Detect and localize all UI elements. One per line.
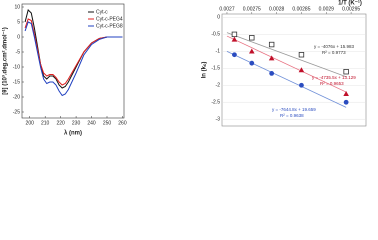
y-tick-label: -0.5 <box>211 32 220 38</box>
x-axis-label: λ (nm) <box>64 131 82 137</box>
background <box>0 0 378 140</box>
point <box>298 52 305 58</box>
point <box>231 31 238 38</box>
point <box>298 67 305 73</box>
x-tick-label: 220 <box>56 120 65 126</box>
y-tick-label: 0 <box>217 15 220 21</box>
y-tick-label: -1.5 <box>211 66 220 72</box>
y-tick-label: 0 <box>17 34 20 40</box>
x-tick-label: 250 <box>103 120 112 126</box>
x-tick-label: 0.00275 <box>243 6 261 12</box>
y-tick-label: -2.5 <box>211 100 220 106</box>
trend-line <box>226 32 347 78</box>
y-tick-label: 10 <box>14 4 20 10</box>
y-tick-label: -5 <box>16 49 21 55</box>
trend-line <box>226 50 347 108</box>
point <box>268 41 275 48</box>
x-tick-label: 230 <box>72 120 81 126</box>
y-axis-label: [θ] (10³.deg.cm².dmol⁻¹) <box>2 27 9 94</box>
y-axis-label: ln (kₒ) <box>202 62 208 79</box>
x-tick-label: 0.00295 <box>342 6 360 12</box>
point <box>343 90 349 96</box>
fit-r2: R² = 0.9653 <box>320 81 344 86</box>
x-tick-label: 200 <box>26 120 35 126</box>
y-tick-label: -2 <box>216 83 221 89</box>
y-tick-label: -15 <box>13 79 20 85</box>
x-tick-label: 210 <box>41 120 50 126</box>
y-tick-label: -20 <box>13 94 20 100</box>
x-tick-label: 240 <box>87 120 96 126</box>
cd-curve <box>24 21 123 97</box>
x-tick-label: 0.0027 <box>219 6 235 12</box>
legend-label: Cyt-c <box>96 9 108 15</box>
plot-frame <box>21 3 125 119</box>
point <box>269 70 275 76</box>
point <box>268 55 275 61</box>
legend-label: Cyt-c-PEG8 <box>96 23 123 29</box>
x-tick-label: 0.0028 <box>269 6 285 12</box>
fit-r2: R² = 0.9773 <box>322 50 346 55</box>
cd-curve <box>24 18 123 86</box>
point <box>249 35 255 41</box>
x-axis-label: 1/T (K⁻¹) <box>338 0 362 7</box>
point <box>249 60 255 66</box>
fit-equation: y = -4076x + 15.983 <box>314 44 355 49</box>
y-tick-label: -10 <box>13 64 20 70</box>
x-tick-label: 0.00285 <box>292 6 310 12</box>
point <box>343 68 349 75</box>
y-tick-label: -3 <box>216 117 221 123</box>
point <box>343 99 349 105</box>
y-tick-label: -1 <box>216 49 221 55</box>
x-tick-label: 0.0029 <box>319 6 335 12</box>
fit-equation: y = -4735.5x + 13.129 <box>312 75 356 80</box>
fit-equation: y = -7644.8x + 19.659 <box>272 107 316 112</box>
point <box>232 52 237 58</box>
point <box>231 36 238 42</box>
y-tick-label: -25 <box>13 109 20 115</box>
trend-line <box>226 35 347 93</box>
plot-frame <box>221 13 367 127</box>
point <box>299 82 304 88</box>
legend-label: Cyt-c-PEG4 <box>96 16 123 22</box>
y-tick-label: 5 <box>17 19 20 25</box>
x-tick-label: 260 <box>118 120 127 126</box>
fit-r2: R² = 0.9638 <box>280 113 304 118</box>
point <box>248 48 255 54</box>
